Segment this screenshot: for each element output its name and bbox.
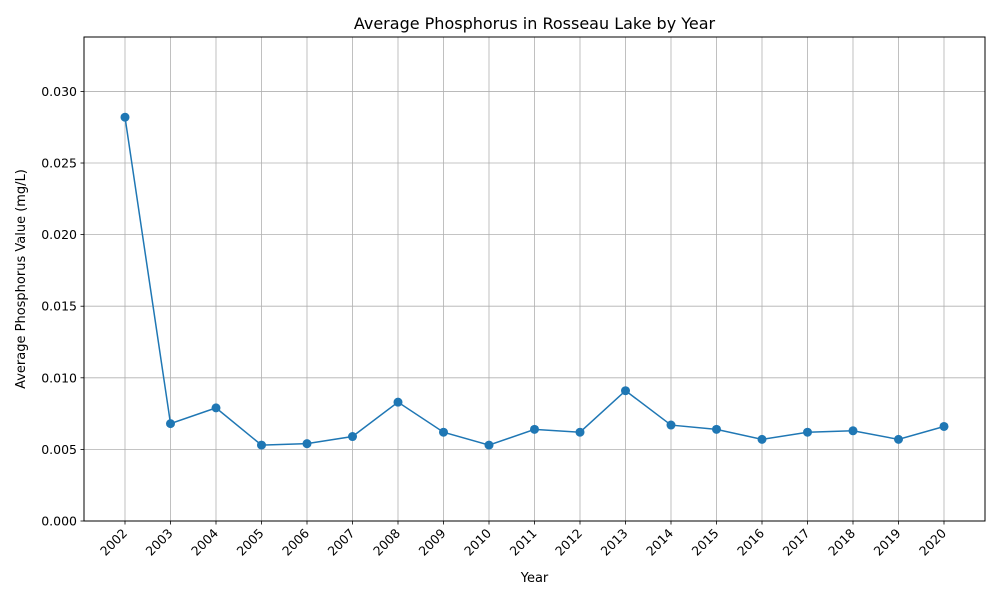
x-tick-label: 2018 (825, 525, 858, 558)
x-tick-label: 2014 (643, 525, 676, 558)
chart-title: Average Phosphorus in Rosseau Lake by Ye… (354, 14, 716, 33)
x-tick-label: 2011 (507, 526, 540, 559)
x-tick-label: 2004 (188, 525, 221, 558)
y-tick-label: 0.005 (41, 442, 77, 457)
data-point (348, 432, 357, 442)
data-point (621, 386, 630, 396)
data-point (166, 419, 175, 429)
x-tick-label: 2006 (279, 525, 312, 558)
data-point (939, 421, 949, 431)
x-tick-label: 2005 (234, 526, 267, 559)
data-point (302, 439, 312, 449)
data-point (894, 434, 903, 444)
x-tick-label: 2013 (598, 526, 631, 559)
data-point (803, 427, 812, 437)
y-tick-label: 0.000 (41, 514, 77, 529)
data-point (575, 427, 585, 437)
x-tick-label: 2008 (370, 525, 403, 558)
data-point (712, 424, 721, 434)
x-axis-label: Year (520, 571, 549, 586)
data-point (848, 426, 858, 436)
y-tick-label: 0.020 (41, 227, 77, 242)
y-axis-ticks: 0.000 0.005 0.010 0.015 0.020 0.025 0.030 (41, 84, 84, 529)
data-point (666, 420, 676, 430)
data-point (257, 440, 266, 450)
x-tick-label: 2002 (97, 526, 130, 559)
series (120, 112, 949, 450)
data-point (439, 427, 448, 437)
x-tick-label: 2019 (871, 525, 904, 558)
x-tick-label: 2016 (734, 525, 767, 558)
x-tick-label: 2020 (916, 525, 949, 558)
x-axis-ticks: 2002 2003 2004 2005 2006 2007 2008 2009 2010 2011… (97, 521, 949, 559)
x-tick-label: 2007 (325, 526, 358, 559)
x-tick-label: 2010 (461, 525, 494, 558)
x-tick-label: 2009 (416, 525, 449, 558)
data-point (393, 397, 403, 407)
x-tick-label: 2012 (552, 526, 585, 559)
x-tick-label: 2017 (780, 526, 813, 559)
y-tick-label: 0.030 (41, 84, 77, 99)
data-point (211, 403, 221, 413)
data-point (120, 112, 130, 122)
y-tick-label: 0.025 (41, 156, 77, 171)
grid (84, 37, 985, 522)
data-point (757, 434, 767, 444)
y-axis-label: Average Phosphorus Value (mg/L) (14, 169, 29, 389)
y-tick-label: 0.015 (41, 299, 77, 314)
y-tick-label: 0.010 (41, 370, 77, 385)
data-point (530, 424, 539, 434)
plot-frame (83, 36, 986, 522)
data-point (484, 440, 494, 450)
x-tick-label: 2015 (689, 526, 722, 559)
x-tick-label: 2003 (143, 526, 176, 559)
